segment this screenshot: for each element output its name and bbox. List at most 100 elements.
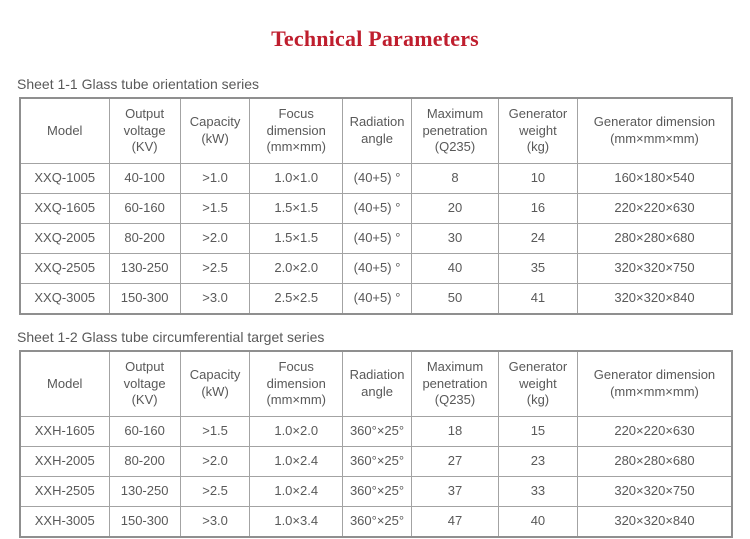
cell-maximum-penetration: 50	[411, 283, 499, 315]
cell-capacity: >2.0	[179, 223, 251, 254]
cell-output-voltage: 130-250	[108, 476, 181, 507]
table-row: XXH-3005 150-300 >3.0 1.0×3.4 360°×25° 47 40 32…	[19, 506, 733, 538]
cell-generator-weight: 40	[497, 506, 578, 538]
cell-radiation-angle: (40+5) °	[341, 253, 413, 284]
cell-generator-dimension: 220×220×630	[576, 193, 733, 224]
cell-model: XXQ-1605	[19, 193, 110, 224]
cell-radiation-angle: (40+5) °	[341, 193, 413, 224]
cell-output-voltage: 60-160	[108, 193, 181, 224]
cell-generator-weight: 24	[497, 223, 578, 254]
table-row: XXQ-3005 150-300 >3.0 2.5×2.5 (40+5) ° 50 41 32…	[19, 283, 733, 315]
cell-maximum-penetration: 18	[411, 416, 499, 447]
cell-radiation-angle: (40+5) °	[341, 283, 413, 315]
column-header-maximum-penetration: Maximum penetration (Q235)	[411, 97, 499, 164]
cell-capacity: >1.5	[179, 193, 251, 224]
column-header-maximum-penetration: Maximum penetration (Q235)	[411, 350, 499, 417]
cell-maximum-penetration: 37	[411, 476, 499, 507]
cell-output-voltage: 150-300	[108, 506, 181, 538]
column-header-generator-weight: Generator weight (kg)	[497, 97, 578, 164]
cell-output-voltage: 40-100	[108, 163, 181, 194]
cell-generator-dimension: 160×180×540	[576, 163, 733, 194]
cell-generator-weight: 10	[497, 163, 578, 194]
orientation-series-table: Model Output voltage (KV) Capacity (kW) Foc…	[19, 97, 733, 315]
cell-output-voltage: 80-200	[108, 223, 181, 254]
cell-maximum-penetration: 47	[411, 506, 499, 538]
cell-output-voltage: 150-300	[108, 283, 181, 315]
cell-model: XXQ-1005	[19, 163, 110, 194]
cell-generator-dimension: 320×320×840	[576, 283, 733, 315]
cell-generator-weight: 15	[497, 416, 578, 447]
column-header-focus-dimension: Focus dimension (mm×mm)	[249, 97, 343, 164]
column-header-radiation-angle: Radiation angle	[341, 97, 413, 164]
cell-focus-dimension: 1.0×2.4	[249, 446, 343, 477]
cell-output-voltage: 60-160	[108, 416, 181, 447]
column-header-capacity: Capacity (kW)	[179, 97, 251, 164]
table-row: XXQ-2005 80-200 >2.0 1.5×1.5 (40+5) ° 30 24 280…	[19, 223, 733, 254]
cell-radiation-angle: (40+5) °	[341, 163, 413, 194]
cell-output-voltage: 80-200	[108, 446, 181, 477]
cell-generator-dimension: 320×320×750	[576, 253, 733, 284]
table-body: XXH-1605 60-160 >1.5 1.0×2.0 360°×25° 18 15 220…	[19, 416, 733, 538]
cell-maximum-penetration: 27	[411, 446, 499, 477]
column-header-capacity: Capacity (kW)	[179, 350, 251, 417]
cell-radiation-angle: 360°×25°	[341, 416, 413, 447]
cell-focus-dimension: 1.0×3.4	[249, 506, 343, 538]
header-row: Model Output voltage (KV) Capacity (kW) Foc…	[19, 97, 733, 164]
column-header-generator-dimension: Generator dimension (mm×mm×mm)	[576, 97, 733, 164]
cell-capacity: >3.0	[179, 506, 251, 538]
table-header: Model Output voltage (KV) Capacity (kW) Foc…	[19, 97, 733, 164]
table-row: XXH-1605 60-160 >1.5 1.0×2.0 360°×25° 18 15 220…	[19, 416, 733, 447]
cell-model: XXQ-2005	[19, 223, 110, 254]
cell-generator-weight: 23	[497, 446, 578, 477]
page-title: Technical Parameters	[271, 26, 479, 51]
column-header-model: Model	[19, 350, 110, 417]
cell-generator-dimension: 280×280×680	[576, 223, 733, 254]
cell-model: XXQ-2505	[19, 253, 110, 284]
cell-model: XXH-3005	[19, 506, 110, 538]
column-header-output-voltage: Output voltage (KV)	[108, 350, 181, 417]
column-header-output-voltage: Output voltage (KV)	[108, 97, 181, 164]
table-row: XXH-2005 80-200 >2.0 1.0×2.4 360°×25° 27 23 280…	[19, 446, 733, 477]
cell-radiation-angle: 360°×25°	[341, 506, 413, 538]
cell-maximum-penetration: 30	[411, 223, 499, 254]
circumferential-series-table: Model Output voltage (KV) Capacity (kW) Foc…	[19, 350, 733, 538]
cell-radiation-angle: 360°×25°	[341, 446, 413, 477]
column-header-generator-weight: Generator weight (kg)	[497, 350, 578, 417]
table-row: XXQ-1005 40-100 >1.0 1.0×1.0 (40+5) ° 8 10 160×…	[19, 163, 733, 194]
cell-model: XXH-2005	[19, 446, 110, 477]
cell-capacity: >2.0	[179, 446, 251, 477]
table-row: XXH-2505 130-250 >2.5 1.0×2.4 360°×25° 37 33 32…	[19, 476, 733, 507]
cell-focus-dimension: 1.0×2.4	[249, 476, 343, 507]
cell-generator-dimension: 320×320×840	[576, 506, 733, 538]
table-body: XXQ-1005 40-100 >1.0 1.0×1.0 (40+5) ° 8 10 160×…	[19, 163, 733, 315]
table-row: XXQ-1605 60-160 >1.5 1.5×1.5 (40+5) ° 20 16 220…	[19, 193, 733, 224]
cell-radiation-angle: 360°×25°	[341, 476, 413, 507]
cell-generator-dimension: 280×280×680	[576, 446, 733, 477]
cell-generator-weight: 33	[497, 476, 578, 507]
column-header-model: Model	[19, 97, 110, 164]
cell-focus-dimension: 1.0×2.0	[249, 416, 343, 447]
column-header-generator-dimension: Generator dimension (mm×mm×mm)	[576, 350, 733, 417]
cell-model: XXH-1605	[19, 416, 110, 447]
cell-maximum-penetration: 20	[411, 193, 499, 224]
cell-focus-dimension: 1.0×1.0	[249, 163, 343, 194]
cell-capacity: >3.0	[179, 283, 251, 315]
cell-radiation-angle: (40+5) °	[341, 223, 413, 254]
cell-capacity: >1.0	[179, 163, 251, 194]
cell-generator-weight: 35	[497, 253, 578, 284]
cell-generator-weight: 41	[497, 283, 578, 315]
column-header-focus-dimension: Focus dimension (mm×mm)	[249, 350, 343, 417]
cell-generator-weight: 16	[497, 193, 578, 224]
cell-focus-dimension: 1.5×1.5	[249, 193, 343, 224]
sheet-1-2-caption: Sheet 1-2 Glass tube circumferential tar…	[17, 329, 325, 345]
cell-model: XXH-2505	[19, 476, 110, 507]
table-header: Model Output voltage (KV) Capacity (kW) Foc…	[19, 350, 733, 417]
cell-generator-dimension: 220×220×630	[576, 416, 733, 447]
cell-output-voltage: 130-250	[108, 253, 181, 284]
cell-model: XXQ-3005	[19, 283, 110, 315]
cell-generator-dimension: 320×320×750	[576, 476, 733, 507]
cell-focus-dimension: 1.5×1.5	[249, 223, 343, 254]
cell-capacity: >1.5	[179, 416, 251, 447]
column-header-radiation-angle: Radiation angle	[341, 350, 413, 417]
